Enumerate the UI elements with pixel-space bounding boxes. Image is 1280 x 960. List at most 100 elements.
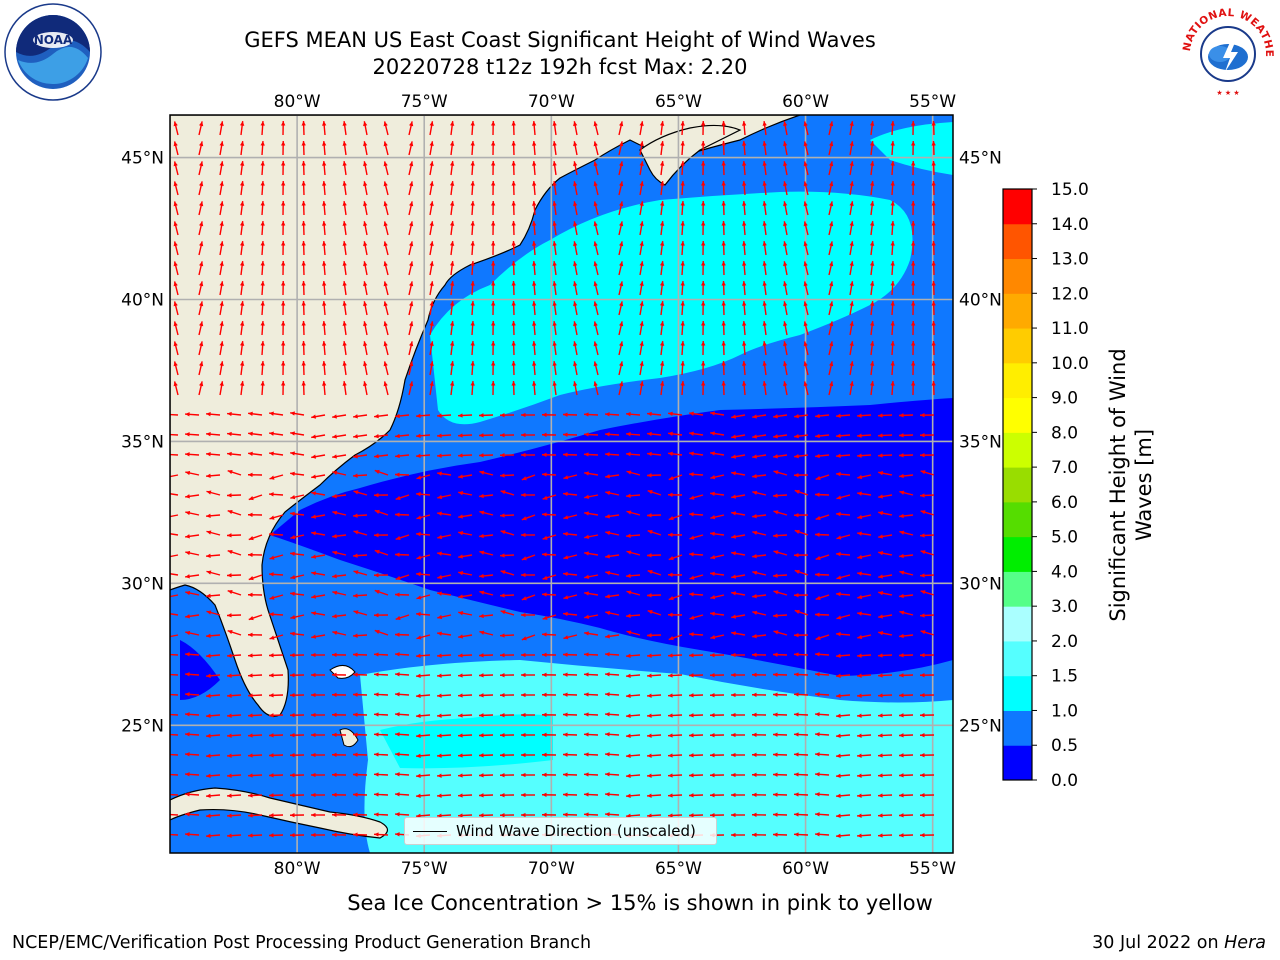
wave-direction-arrow	[584, 511, 599, 516]
wave-direction-arrow	[373, 692, 389, 697]
wave-direction-arrow	[470, 260, 475, 276]
wave-direction-arrow	[247, 753, 263, 758]
wave-direction-arrow	[710, 491, 725, 497]
wave-direction-arrow	[219, 381, 224, 396]
wave-direction-arrow	[395, 574, 410, 581]
wave-direction-arrow	[828, 181, 834, 196]
wave-direction-arrow	[856, 653, 872, 658]
wave-direction-arrow	[352, 712, 368, 717]
wave-direction-arrow	[563, 514, 578, 520]
wave-direction-arrow	[184, 452, 200, 457]
wave-band-southern	[360, 660, 953, 853]
wave-direction-arrow	[721, 240, 726, 256]
wave-direction-arrow	[710, 514, 725, 520]
wave-direction-arrow	[429, 301, 434, 316]
wave-direction-arrow	[731, 652, 745, 658]
wave-direction-arrow	[478, 773, 494, 778]
wave-direction-arrow	[173, 361, 179, 376]
wave-direction-arrow	[247, 632, 263, 638]
wave-direction-arrow	[500, 490, 515, 496]
wave-direction-arrow	[762, 181, 767, 196]
wave-direction-arrow	[198, 281, 204, 296]
wave-direction-arrow	[301, 360, 306, 376]
wave-direction-arrow	[647, 451, 662, 457]
wave-direction-arrow	[877, 713, 893, 718]
wave-direction-arrow	[639, 361, 644, 376]
svg-text:★ ★ ★: ★ ★ ★	[1216, 89, 1239, 97]
wave-direction-arrow	[815, 594, 830, 601]
wave-direction-arrow	[301, 260, 306, 276]
wave-direction-arrow	[521, 432, 535, 438]
wave-direction-arrow	[458, 571, 473, 576]
wave-direction-arrow	[521, 412, 535, 418]
wave-direction-arrow	[260, 140, 265, 156]
wave-direction-arrow	[352, 633, 368, 638]
wave-direction-arrow	[470, 140, 475, 156]
wave-direction-arrow	[311, 634, 326, 639]
wave-direction-arrow	[342, 261, 347, 276]
wave-direction-arrow	[931, 380, 936, 396]
wave-direction-arrow	[752, 513, 767, 519]
wave-direction-arrow	[363, 301, 368, 316]
noaa-logo-text: NOAA	[34, 33, 73, 47]
map-area	[170, 115, 953, 853]
wave-direction-arrow	[910, 140, 916, 156]
wave-direction-arrow	[552, 141, 557, 156]
colorbar-segment	[1003, 293, 1032, 329]
wave-direction-arrow	[869, 361, 875, 376]
wave-direction-arrow	[408, 381, 414, 396]
wave-direction-arrow	[910, 340, 916, 356]
wave-direction-arrow	[247, 592, 263, 598]
wave-direction-arrow	[332, 573, 347, 579]
wave-direction-arrow	[762, 301, 767, 316]
wave-direction-arrow	[289, 832, 305, 838]
wave-direction-arrow	[849, 201, 854, 216]
wave-direction-arrow	[383, 301, 389, 316]
wave-direction-arrow	[593, 241, 599, 256]
wave-direction-arrow	[170, 653, 179, 656]
wave-direction-arrow	[353, 530, 368, 536]
wave-direction-arrow	[352, 553, 368, 558]
wave-direction-arrow	[869, 121, 875, 136]
wave-direction-arrow	[290, 534, 305, 540]
wave-direction-arrow	[219, 361, 224, 376]
wave-direction-arrow	[395, 413, 410, 419]
wave-direction-arrow	[772, 493, 788, 498]
wave-direction-arrow	[511, 240, 516, 256]
wave-direction-arrow	[342, 141, 347, 156]
wave-direction-arrow	[205, 833, 221, 838]
wave-direction-arrow	[773, 434, 788, 439]
wave-direction-arrow	[470, 300, 475, 316]
wave-direction-arrow	[742, 300, 747, 316]
wave-direction-arrow	[226, 673, 242, 678]
wave-direction-arrow	[478, 713, 494, 718]
wave-direction-arrow	[751, 692, 767, 698]
wave-direction-arrow	[470, 380, 475, 396]
wave-direction-arrow	[394, 712, 410, 717]
wave-direction-arrow	[511, 320, 516, 336]
wave-direction-arrow	[573, 121, 578, 136]
wave-direction-arrow	[269, 431, 284, 436]
wave-direction-arrow	[625, 533, 641, 538]
wave-direction-arrow	[170, 753, 179, 756]
wave-direction-arrow	[604, 432, 620, 437]
wave-direction-arrow	[731, 591, 746, 596]
wave-direction-arrow	[667, 713, 683, 718]
wave-direction-arrow	[835, 433, 851, 438]
wave-direction-arrow	[639, 181, 644, 196]
wave-direction-arrow	[383, 321, 389, 336]
wave-direction-arrow	[437, 494, 452, 500]
wave-direction-arrow	[731, 792, 745, 798]
wave-direction-arrow	[394, 552, 410, 557]
wave-direction-arrow	[814, 732, 830, 737]
wave-direction-arrow	[342, 321, 347, 336]
wave-direction-arrow	[415, 673, 431, 678]
wave-direction-arrow	[521, 772, 535, 778]
wave-direction-arrow	[856, 433, 872, 438]
wave-direction-arrow	[772, 613, 788, 618]
colorbar-segment	[1003, 536, 1032, 572]
wave-direction-arrow	[835, 673, 851, 678]
wave-direction-arrow	[521, 594, 536, 601]
wave-direction-arrow	[301, 140, 306, 156]
wave-direction-arrow	[542, 614, 557, 620]
